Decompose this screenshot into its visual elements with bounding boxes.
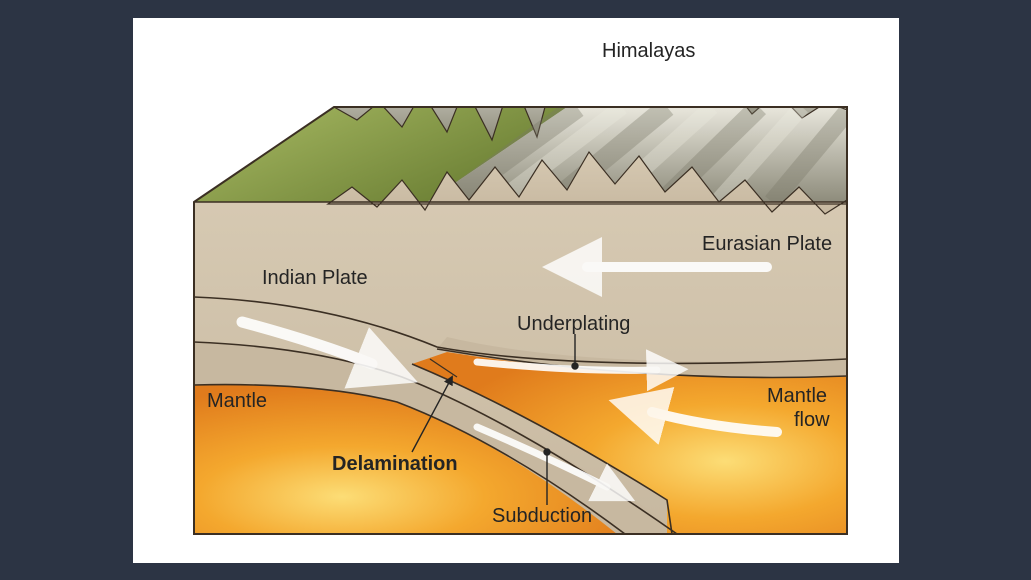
label-underplating: Underplating [517,313,630,335]
block-body [194,54,847,534]
label-subduction: Subduction [492,505,592,527]
label-mantle-flow-1: Mantle [767,385,827,407]
label-eurasian-plate: Eurasian Plate [702,233,832,255]
label-indian-plate: Indian Plate [262,267,368,289]
label-himalayas: Himalayas [602,40,695,62]
label-mantle-flow-2: flow [794,409,830,431]
geology-cross-section: Himalayas Eurasian Plate Indian Plate Un… [147,32,885,549]
label-delamination: Delamination [332,453,458,475]
label-mantle: Mantle [207,390,267,412]
diagram-frame: Himalayas Eurasian Plate Indian Plate Un… [133,18,899,563]
